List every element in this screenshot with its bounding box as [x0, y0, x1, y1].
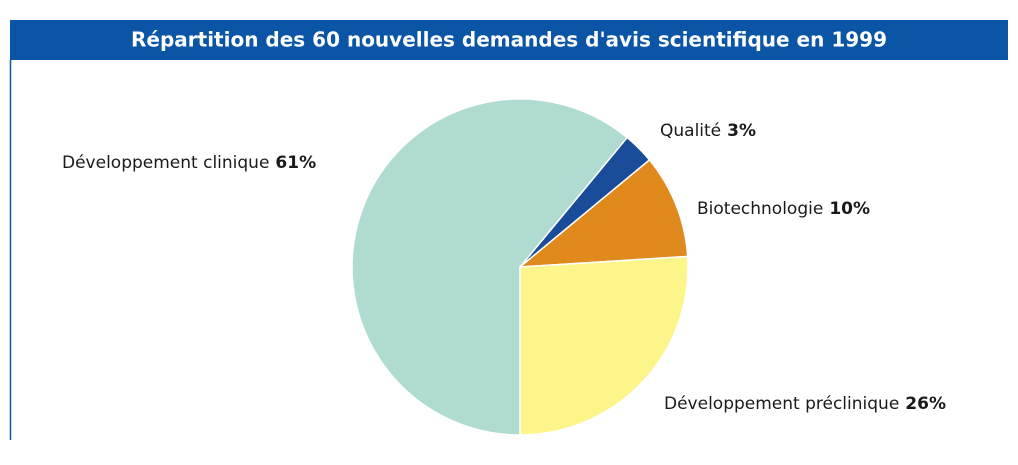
slice-label: Développement clinique 61% [62, 153, 316, 173]
category-name: Biotechnologie [697, 199, 823, 219]
pie-slice [517, 158, 689, 268]
slice-label: Qualité 3% [660, 121, 756, 141]
chart-title: Répartition des 60 nouvelles demandes d'… [131, 28, 887, 52]
category-name: Développement préclinique [664, 394, 899, 414]
pie-slice [519, 255, 689, 436]
value-label: 3% [727, 121, 756, 141]
slice-label: Biotechnologie 10% [697, 199, 870, 219]
category-name: Développement clinique [62, 153, 269, 173]
category-name: Qualité [660, 121, 721, 141]
title-bar [10, 20, 1008, 60]
value-label: 26% [905, 394, 946, 414]
pie-slice [351, 98, 629, 436]
value-label: 10% [829, 199, 870, 219]
slice-label: Développement préclinique 26% [664, 394, 946, 414]
value-label: 61% [275, 153, 316, 173]
